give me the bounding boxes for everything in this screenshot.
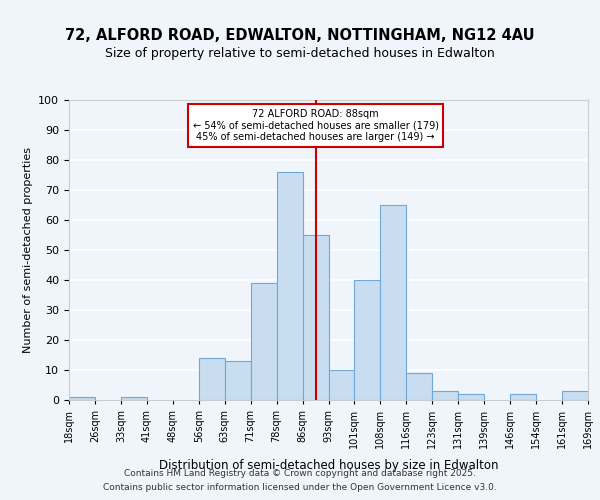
Bar <box>380 205 406 400</box>
Bar <box>510 394 536 400</box>
Bar <box>251 283 277 400</box>
X-axis label: Distribution of semi-detached houses by size in Edwalton: Distribution of semi-detached houses by … <box>159 460 498 472</box>
Bar <box>562 391 588 400</box>
Bar <box>433 391 458 400</box>
Bar <box>121 397 147 400</box>
Text: Contains public sector information licensed under the Open Government Licence v3: Contains public sector information licen… <box>103 484 497 492</box>
Text: Contains HM Land Registry data © Crown copyright and database right 2025.: Contains HM Land Registry data © Crown c… <box>124 468 476 477</box>
Bar <box>355 280 380 400</box>
Bar <box>458 394 484 400</box>
Text: Size of property relative to semi-detached houses in Edwalton: Size of property relative to semi-detach… <box>105 48 495 60</box>
Bar <box>302 235 329 400</box>
Bar <box>69 397 95 400</box>
Y-axis label: Number of semi-detached properties: Number of semi-detached properties <box>23 147 33 353</box>
Text: 72 ALFORD ROAD: 88sqm
← 54% of semi-detached houses are smaller (179)
45% of sem: 72 ALFORD ROAD: 88sqm ← 54% of semi-deta… <box>193 109 439 142</box>
Bar <box>225 361 251 400</box>
Bar <box>329 370 355 400</box>
Bar <box>406 373 432 400</box>
Bar <box>277 172 302 400</box>
Text: 72, ALFORD ROAD, EDWALTON, NOTTINGHAM, NG12 4AU: 72, ALFORD ROAD, EDWALTON, NOTTINGHAM, N… <box>65 28 535 42</box>
Bar <box>199 358 224 400</box>
